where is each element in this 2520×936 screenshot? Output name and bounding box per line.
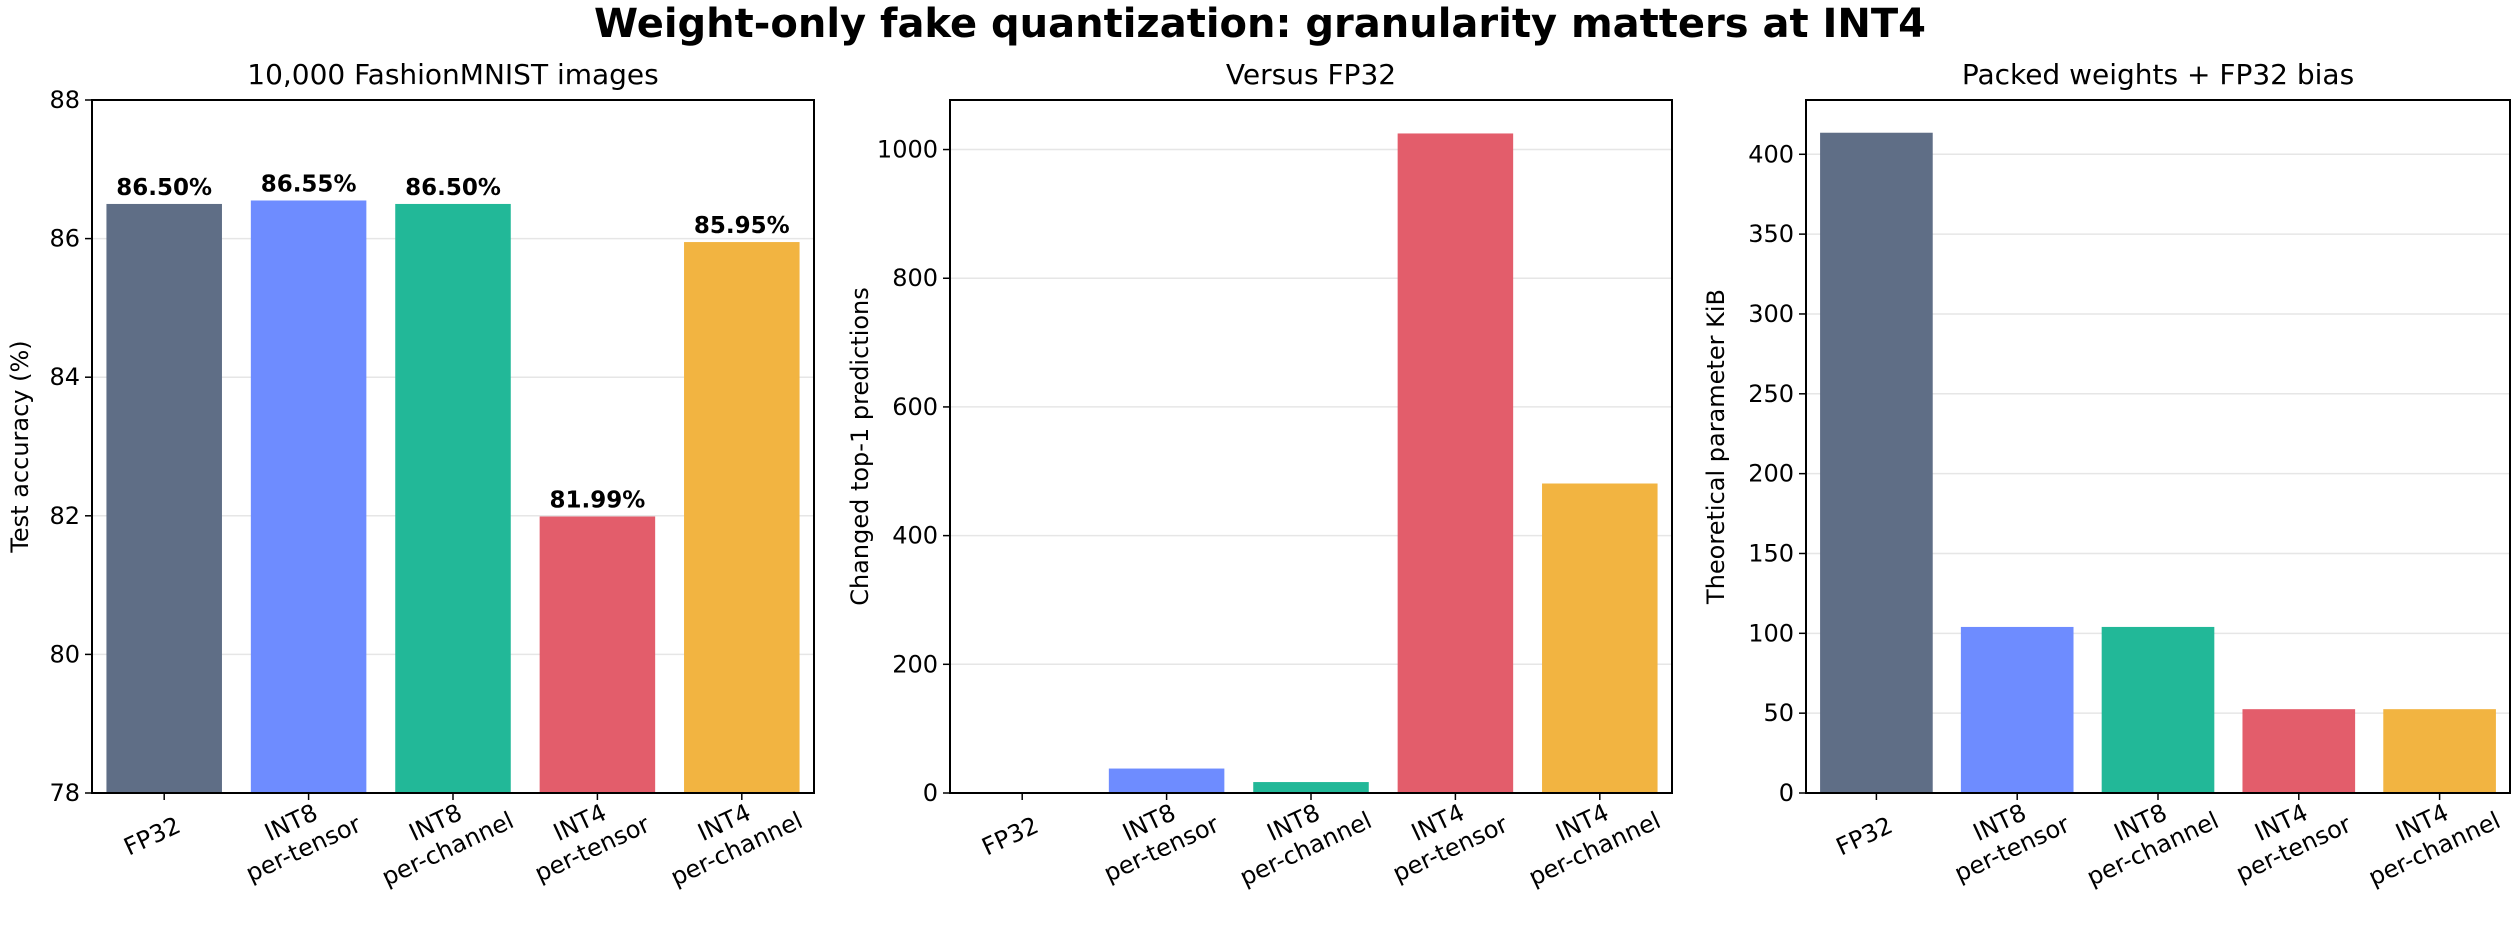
bar	[2242, 709, 2356, 793]
chart-panel-2: 0 200 400 600 800 1000 FP32 INT8per-tensor INT8p…	[846, 58, 1673, 892]
bar	[684, 242, 800, 793]
y-tick-label: 400	[892, 522, 938, 550]
y-tick-label: 84	[49, 363, 80, 391]
y-tick-label: 1000	[877, 136, 938, 164]
bar	[539, 516, 656, 793]
y-axis-label: Theoretical parameter KiB	[1702, 289, 1730, 605]
y-tick-label: 86	[49, 225, 80, 253]
bar	[1108, 768, 1225, 793]
y-tick-label: 300	[1748, 300, 1794, 328]
y-tick-label: 78	[49, 779, 80, 807]
y-tick-label: 150	[1748, 539, 1794, 567]
x-tick-label: INT4per-channel	[2352, 780, 2505, 892]
x-tick-label: INT4per-tensor	[518, 784, 654, 888]
x-tick-label: INT8per-tensor	[1087, 784, 1223, 888]
y-tick-label: 0	[923, 779, 938, 807]
x-tick-label: INT8per-channel	[2070, 780, 2223, 892]
x-tick-label: INT8per-tensor	[1938, 784, 2074, 888]
bar	[1397, 133, 1514, 794]
y-tick-label: 350	[1748, 220, 1794, 248]
y-tick-label: 600	[892, 393, 938, 421]
chart-panel-3: 0 50 100 150 200 250 300 350 400 FP32 INT8per-tens…	[1702, 58, 2511, 892]
y-tick-label: 200	[892, 650, 938, 678]
x-tick-label-line: FP32	[120, 811, 185, 861]
bar	[2383, 709, 2496, 793]
y-tick-label: 80	[49, 640, 80, 668]
x-tick-label: FP32	[120, 811, 185, 861]
x-tick-label: INT4per-channel	[1512, 780, 1665, 892]
chart-panel-1: 86.50% 86.55% 86.50% 81.99% 85.95% 78 80 82 84 86…	[6, 58, 815, 892]
y-tick-label: 82	[49, 502, 80, 530]
x-tick-label: FP32	[978, 811, 1043, 861]
x-tick-label: INT4per-tensor	[2219, 784, 2355, 888]
bar	[2101, 626, 2215, 793]
x-tick-label-line: FP32	[1832, 811, 1897, 861]
x-tick-label: INT8per-channel	[365, 780, 518, 892]
y-tick-label: 800	[892, 264, 938, 292]
y-tick-label: 100	[1748, 619, 1794, 647]
data-label: 81.99%	[550, 487, 646, 513]
panel-title: Packed weights + FP32 bias	[1962, 58, 2354, 91]
y-axis-label: Test accuracy (%)	[6, 340, 34, 553]
bar	[1960, 626, 2074, 793]
bar	[1542, 483, 1658, 793]
y-axis-label: Changed top-1 predictions	[846, 287, 874, 606]
data-label: 86.55%	[261, 171, 357, 197]
bar	[1820, 132, 1933, 793]
x-tick-label: INT4per-tensor	[1376, 784, 1512, 888]
bar	[250, 200, 367, 794]
y-tick-label: 0	[1779, 779, 1794, 807]
data-label: 86.50%	[116, 175, 212, 201]
x-tick-label: INT8per-channel	[1223, 780, 1376, 892]
x-tick-label: INT8per-tensor	[229, 784, 365, 888]
y-tick-label: 200	[1748, 460, 1794, 488]
data-label: 85.95%	[694, 213, 790, 239]
y-tick-label: 88	[49, 86, 80, 114]
y-tick-label: 400	[1748, 140, 1794, 168]
x-tick-label: FP32	[1832, 811, 1897, 861]
x-tick-label-line: FP32	[978, 811, 1043, 861]
bar	[1253, 782, 1369, 793]
data-label: 86.50%	[405, 175, 501, 201]
panel-title: 10,000 FashionMNIST images	[247, 58, 659, 91]
figure-title: Weight-only fake quantization: granulari…	[594, 1, 1926, 47]
y-tick-label: 250	[1748, 380, 1794, 408]
y-tick-label: 50	[1763, 699, 1794, 727]
bar	[395, 203, 511, 793]
x-tick-label: INT4per-channel	[654, 780, 807, 892]
bar	[106, 203, 222, 793]
panel-title: Versus FP32	[1226, 58, 1396, 91]
